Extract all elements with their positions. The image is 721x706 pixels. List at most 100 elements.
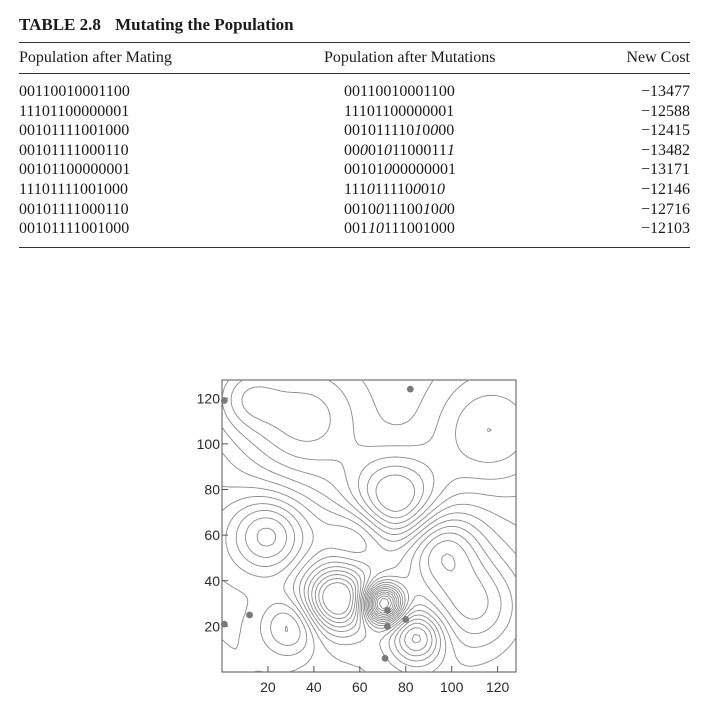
table-row: 00101111000110 00100111001000 −12716 bbox=[19, 200, 690, 220]
mutated-bits: 1 bbox=[414, 122, 423, 140]
unchanged-bits: 0 bbox=[430, 200, 439, 218]
cell-mutation: 00001011000111 bbox=[304, 141, 540, 161]
mutated-bits: 0 bbox=[384, 141, 392, 159]
population-point bbox=[383, 607, 391, 614]
cell-cost: −12103 bbox=[540, 219, 690, 248]
table-row: 00101100000001 00101000000001 −13171 bbox=[19, 160, 690, 180]
population-point bbox=[383, 622, 391, 630]
unchanged-bits: 00101 bbox=[344, 161, 384, 179]
mutated-bits: 0 bbox=[366, 180, 375, 198]
mutated-bits: 0 bbox=[437, 180, 446, 198]
axis-ticks: 20 40 60 80 100 120 20 40 60 80 100 120 bbox=[197, 390, 510, 695]
unchanged-bits: 111001000 bbox=[384, 220, 455, 238]
cell-cost: −13171 bbox=[640, 161, 690, 179]
table-row: 00110010001100 00110010001100 −13477 bbox=[19, 74, 690, 102]
cell-mutation: 00101111010000 bbox=[304, 121, 540, 141]
mutated-bits: 0 bbox=[438, 200, 447, 218]
unchanged-bits: 00110010001100 bbox=[344, 83, 455, 100]
plot-frame bbox=[221, 379, 517, 673]
population-point bbox=[402, 616, 410, 623]
cell-mutation: 00100111001000 bbox=[304, 200, 540, 220]
cell-mating: 11101111001000 bbox=[19, 180, 129, 198]
table-row: 00101111001000 00101111010000 −12415 bbox=[19, 121, 690, 141]
y-tick-label: 20 bbox=[204, 618, 220, 634]
table-row: 00101111001000 00110111001000 −12103 bbox=[19, 219, 690, 248]
cell-cost: −12415 bbox=[640, 122, 690, 140]
population-point bbox=[246, 611, 253, 619]
cell-mating: 00101111000110 bbox=[19, 200, 129, 218]
table-row: 11101100000001 11101100000001 −12588 bbox=[19, 102, 690, 122]
unchanged-bits: 00 bbox=[438, 122, 455, 140]
mutated-bits: 1 bbox=[422, 200, 431, 218]
table-header-row: Population after Mating Population after… bbox=[19, 42, 690, 74]
cell-mutation: 11101100000001 bbox=[304, 102, 540, 122]
mutated-bits: 0 bbox=[430, 122, 439, 140]
population-point bbox=[220, 397, 228, 404]
y-tick-label: 120 bbox=[197, 390, 221, 406]
x-tick-label: 120 bbox=[486, 679, 510, 695]
population-point bbox=[220, 620, 228, 628]
table-row: 00101111000110 00001011000111 −13482 bbox=[19, 141, 690, 161]
unchanged-bits: 001 bbox=[344, 220, 368, 238]
cell-mutation: 00101000000001 bbox=[304, 160, 540, 180]
cell-cost: −12588 bbox=[640, 102, 690, 120]
mutated-bits: 1 bbox=[446, 141, 455, 159]
mutation-table: Population after Mating Population after… bbox=[19, 42, 690, 248]
x-tick-label: 80 bbox=[398, 679, 414, 695]
x-tick-label: 60 bbox=[352, 679, 368, 695]
y-tick-label: 100 bbox=[197, 436, 221, 452]
unchanged-bits: 0 bbox=[446, 200, 455, 218]
table-title: Mutating the Population bbox=[115, 15, 294, 34]
y-tick-label: 40 bbox=[204, 573, 220, 589]
cell-mating: 11101100000001 bbox=[19, 102, 130, 120]
unchanged-bits: 00 bbox=[344, 141, 360, 159]
y-tick-label: 60 bbox=[204, 527, 220, 543]
cell-mating: 00101111001000 bbox=[19, 122, 130, 140]
table-caption: TABLE 2.8 Mutating the Population bbox=[19, 14, 690, 36]
x-tick-label: 40 bbox=[306, 679, 322, 695]
column-header-cost: New Cost bbox=[540, 42, 690, 74]
cell-mating: 00110010001100 bbox=[19, 83, 130, 100]
contour-plot: 20 40 60 80 100 120 20 40 60 80 100 120 bbox=[170, 370, 530, 700]
cell-mutation: 00110010001100 bbox=[304, 74, 540, 102]
unchanged-bits: 11100 bbox=[384, 200, 423, 218]
population-point bbox=[406, 385, 414, 393]
table-number: TABLE 2.8 bbox=[19, 15, 101, 34]
unchanged-bits: 1100011 bbox=[392, 141, 447, 159]
column-header-mating: Population after Mating bbox=[19, 42, 304, 74]
x-tick-label: 20 bbox=[260, 679, 276, 695]
y-tick-label: 80 bbox=[204, 482, 220, 498]
cell-mating: 00101111001000 bbox=[19, 219, 304, 248]
cell-cost: −12716 bbox=[640, 200, 690, 218]
unchanged-bits: 0 bbox=[422, 122, 431, 140]
cell-cost: −12146 bbox=[640, 180, 690, 198]
mutated-bits: 0 bbox=[413, 180, 422, 198]
unchanged-bits: 111 bbox=[344, 180, 367, 198]
column-header-mutations: Population after Mutations bbox=[304, 42, 540, 74]
unchanged-bits: 11101100000001 bbox=[344, 102, 455, 120]
unchanged-bits: 01 bbox=[421, 180, 438, 198]
x-tick-label: 100 bbox=[440, 679, 464, 695]
table-block: TABLE 2.8 Mutating the Population Popula… bbox=[19, 14, 690, 248]
unchanged-bits: 11110 bbox=[374, 180, 414, 198]
cell-cost: −13477 bbox=[640, 83, 690, 100]
unchanged-bits: 00000001 bbox=[392, 161, 456, 179]
unchanged-bits: 01 bbox=[368, 141, 384, 159]
table-row: 11101111001000 1110111100010 −12146 bbox=[19, 180, 690, 200]
unchanged-bits: 0010 bbox=[344, 200, 376, 218]
mutated-bits: 0 bbox=[376, 200, 384, 218]
cell-mating: 00101100000001 bbox=[19, 161, 131, 179]
contour-path bbox=[221, 379, 517, 673]
cell-mutation: 1110111100010 bbox=[304, 180, 540, 200]
contour-plot-svg: 20 40 60 80 100 120 20 40 60 80 100 120 bbox=[197, 379, 517, 695]
mutated-bits: 1 bbox=[368, 220, 376, 238]
cell-cost: −13482 bbox=[640, 141, 690, 159]
cell-mutation: 00110111001000 bbox=[304, 219, 540, 248]
cell-mating: 00101111000110 bbox=[19, 141, 129, 159]
data-points bbox=[220, 385, 414, 662]
mutated-bits: 0 bbox=[384, 161, 392, 179]
contour-lines bbox=[221, 379, 517, 673]
mutated-bits: 0 bbox=[376, 220, 384, 238]
table-body: 00110010001100 00110010001100 −13477 111011… bbox=[19, 74, 690, 248]
mutated-bits: 0 bbox=[360, 141, 368, 159]
